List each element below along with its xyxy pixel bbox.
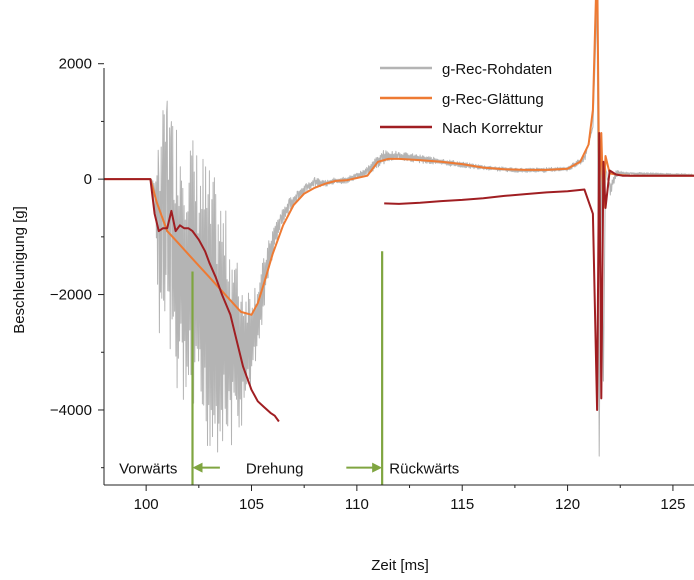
- axes-layer: [103, 68, 694, 486]
- legend-label-rohdaten: g-Rec-Rohdaten: [442, 61, 552, 78]
- legend: g-Rec-Rohdaten g-Rec-Glättung Nach Korre…: [380, 61, 552, 137]
- x-tick-label: 125: [660, 496, 685, 513]
- series-layer: [104, 0, 694, 457]
- phase-arrow-head-0: [192, 462, 203, 473]
- x-tick-label: 120: [555, 496, 580, 513]
- y-tick-label: −2000: [50, 287, 92, 304]
- x-tick-label: 100: [134, 496, 159, 513]
- y-tick-label: 0: [84, 171, 92, 188]
- y-tick-label: −4000: [50, 402, 92, 419]
- legend-label-glaettung: g-Rec-Glättung: [442, 91, 544, 108]
- y-axis-label: Beschleunigung [g]: [11, 206, 28, 334]
- series-line-2: [104, 178, 280, 423]
- annotation-layer: Vorwärts Drehung Rückwärts: [119, 251, 459, 485]
- x-tick-label: 115: [450, 496, 474, 513]
- y-tick-label: 2000: [59, 56, 92, 73]
- x-tick-label: 105: [239, 496, 264, 513]
- x-tick-label: 110: [345, 496, 369, 513]
- x-axis-label: Zeit [ms]: [371, 557, 429, 574]
- legend-label-korrektur: Nach Korrektur: [442, 120, 543, 137]
- phase-label-1: Drehung: [246, 461, 304, 478]
- phase-label-2: Rückwärts: [389, 461, 459, 478]
- series-line-3: [384, 132, 694, 411]
- ticks-layer: 100 105 110 115 120 125 2000 0 −2000 −4000: [50, 56, 686, 513]
- phase-label-0: Vorwärts: [119, 461, 177, 478]
- phase-arrow-head-1: [372, 462, 383, 473]
